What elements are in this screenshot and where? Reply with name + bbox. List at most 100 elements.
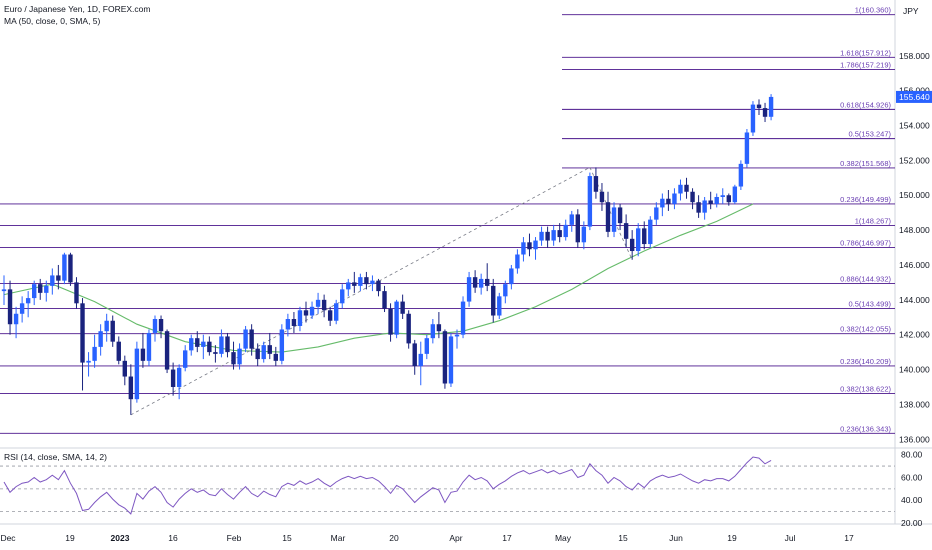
candle bbox=[38, 278, 43, 300]
candle-body bbox=[575, 214, 580, 243]
fib-level-label: 0.236(136.343) bbox=[840, 424, 891, 433]
price-axis-group[interactable]: JPY 158.000 156.000 154.000 152.000 150.000 14… bbox=[896, 6, 932, 444]
candle-body bbox=[44, 285, 49, 293]
candle-body bbox=[285, 319, 291, 330]
candle bbox=[430, 319, 436, 344]
ma-line-group bbox=[3, 203, 754, 353]
candle-body bbox=[388, 308, 393, 335]
ma50-line bbox=[3, 203, 754, 353]
candle bbox=[267, 332, 272, 360]
candle-body bbox=[623, 223, 629, 239]
candle-body bbox=[195, 338, 200, 347]
candle-body bbox=[678, 184, 683, 194]
candle-body bbox=[376, 280, 381, 292]
candle bbox=[629, 230, 635, 260]
candle bbox=[164, 329, 170, 374]
candle-body bbox=[56, 275, 61, 281]
time-tick-label: 2023 bbox=[111, 533, 130, 543]
candle bbox=[285, 313, 291, 337]
time-axis-group[interactable]: Dec 19 2023 16 Feb 15 Mar 20 Apr 17 May 15 Jun 19 Jul 1… bbox=[0, 533, 854, 543]
candle bbox=[400, 294, 405, 320]
candle bbox=[768, 94, 774, 121]
candle bbox=[213, 345, 218, 363]
ma-indicator-label: MA (50, close, 0, SMA, 5) bbox=[4, 16, 101, 26]
candle bbox=[92, 334, 97, 368]
candle bbox=[110, 315, 115, 347]
candle bbox=[491, 278, 496, 323]
candle bbox=[86, 352, 91, 377]
candle bbox=[720, 188, 725, 204]
candle bbox=[636, 223, 641, 257]
candle bbox=[237, 343, 242, 370]
rsi-tick-label: 40.00 bbox=[901, 495, 923, 505]
price-tick-label: 146.000 bbox=[899, 260, 930, 270]
candle bbox=[122, 355, 127, 386]
time-tick-label: 17 bbox=[844, 533, 854, 543]
candle-body bbox=[636, 228, 641, 252]
candle bbox=[376, 278, 381, 297]
candles-group[interactable] bbox=[1, 94, 774, 415]
candle bbox=[303, 301, 309, 323]
fib-level-label: 0.236(140.209) bbox=[840, 357, 891, 366]
candle-body bbox=[478, 278, 484, 288]
price-tick-label: 158.000 bbox=[899, 51, 930, 61]
candle bbox=[732, 184, 738, 204]
candle-body bbox=[545, 231, 550, 241]
candle-body bbox=[334, 303, 339, 321]
candle bbox=[370, 275, 375, 292]
candle-body bbox=[183, 350, 188, 368]
candle bbox=[666, 190, 671, 211]
candle-body bbox=[104, 320, 109, 332]
candle-body bbox=[225, 336, 230, 353]
candle-body bbox=[134, 348, 140, 400]
candle bbox=[527, 233, 532, 257]
price-tick-label: 136.000 bbox=[899, 434, 930, 444]
candle-body bbox=[533, 240, 538, 250]
candle-body bbox=[1, 289, 7, 292]
candle-body bbox=[116, 341, 121, 361]
candle-body bbox=[297, 310, 303, 326]
candle-body bbox=[430, 324, 436, 339]
candle-body bbox=[273, 353, 278, 361]
candle bbox=[62, 252, 67, 285]
candle-body bbox=[237, 348, 242, 365]
candle-body bbox=[762, 108, 768, 117]
candle-body bbox=[279, 329, 285, 361]
candle bbox=[684, 177, 689, 199]
candle-body bbox=[497, 296, 502, 316]
candle-body bbox=[267, 345, 272, 354]
candle bbox=[472, 270, 478, 293]
candle bbox=[744, 128, 750, 168]
candle-body bbox=[642, 228, 647, 245]
candle bbox=[364, 271, 369, 290]
candle-body bbox=[321, 299, 327, 311]
candle-body bbox=[587, 176, 593, 227]
candle bbox=[714, 193, 719, 208]
candle bbox=[321, 294, 327, 318]
candle-body bbox=[164, 331, 170, 370]
candle bbox=[158, 315, 164, 339]
candle-body bbox=[358, 277, 363, 286]
candle bbox=[98, 324, 103, 356]
candle-body bbox=[98, 331, 103, 347]
candle bbox=[68, 252, 73, 286]
candle bbox=[702, 196, 707, 220]
time-tick-label: May bbox=[555, 533, 572, 543]
candle bbox=[25, 291, 31, 318]
candle bbox=[327, 306, 333, 326]
candle-body bbox=[122, 360, 127, 377]
candle-body bbox=[491, 285, 496, 316]
candle bbox=[617, 203, 623, 231]
candle-body bbox=[261, 345, 266, 360]
candle-body bbox=[521, 242, 526, 255]
candle bbox=[152, 315, 158, 342]
candle-body bbox=[146, 332, 152, 361]
candle bbox=[454, 329, 460, 349]
candle bbox=[503, 280, 508, 304]
candle-body bbox=[720, 195, 725, 197]
candle bbox=[44, 280, 49, 302]
rsi-tick-label: 60.00 bbox=[901, 472, 923, 482]
candle-body bbox=[170, 369, 176, 387]
candle bbox=[176, 364, 182, 400]
